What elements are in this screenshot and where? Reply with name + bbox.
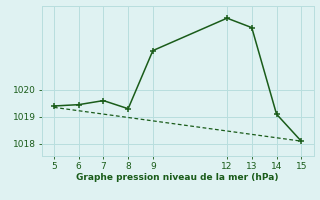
X-axis label: Graphe pression niveau de la mer (hPa): Graphe pression niveau de la mer (hPa) [76,173,279,182]
